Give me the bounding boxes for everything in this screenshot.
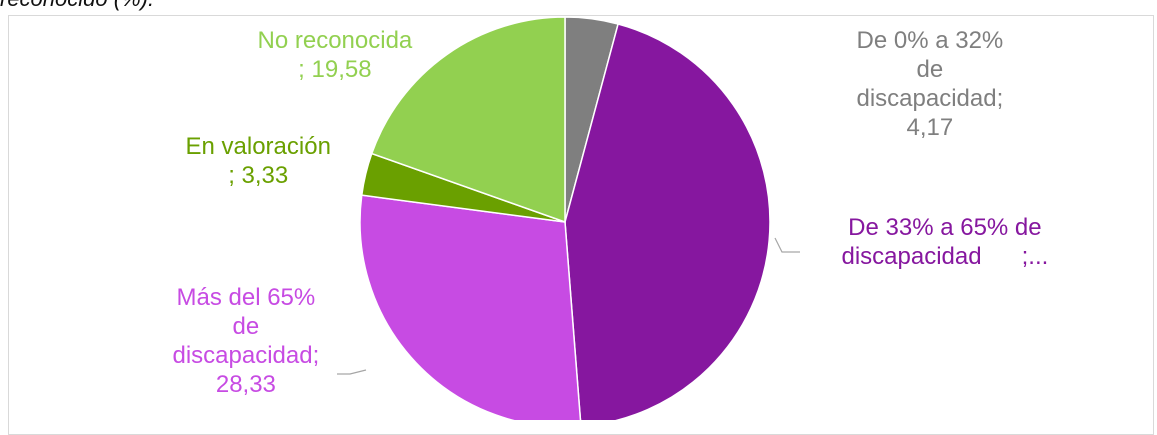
data-label-mas-del-65-de-discapacidad: Más del 65% de discapacidad; 28,33 (172, 284, 320, 398)
leader-line-de-33-a-65 (774, 237, 800, 253)
pie-slice-no-reconocida (370, 16, 566, 224)
data-label-no-reconocida: No reconocida ; 19,58 (257, 27, 413, 83)
data-label-de-0-a-32-de-discapacidad: De 0% a 32% de discapacidad; 4,17 (856, 27, 1004, 141)
leader-line-mas-del-65 (337, 369, 367, 375)
pie-slice-mas-del-65-de-discapacidad (359, 194, 582, 420)
chart-caption: reconocido (%). (0, 0, 154, 12)
pie-slice-de-33-a-65-de-discapacidad (564, 23, 771, 420)
pie-chart (337, 16, 800, 420)
data-label-de-33-a-65-de-discapacidad: De 33% a 65% de discapacidad ;... (841, 214, 1049, 270)
data-label-en-valoracion: En valoración ; 3,33 (185, 133, 331, 189)
